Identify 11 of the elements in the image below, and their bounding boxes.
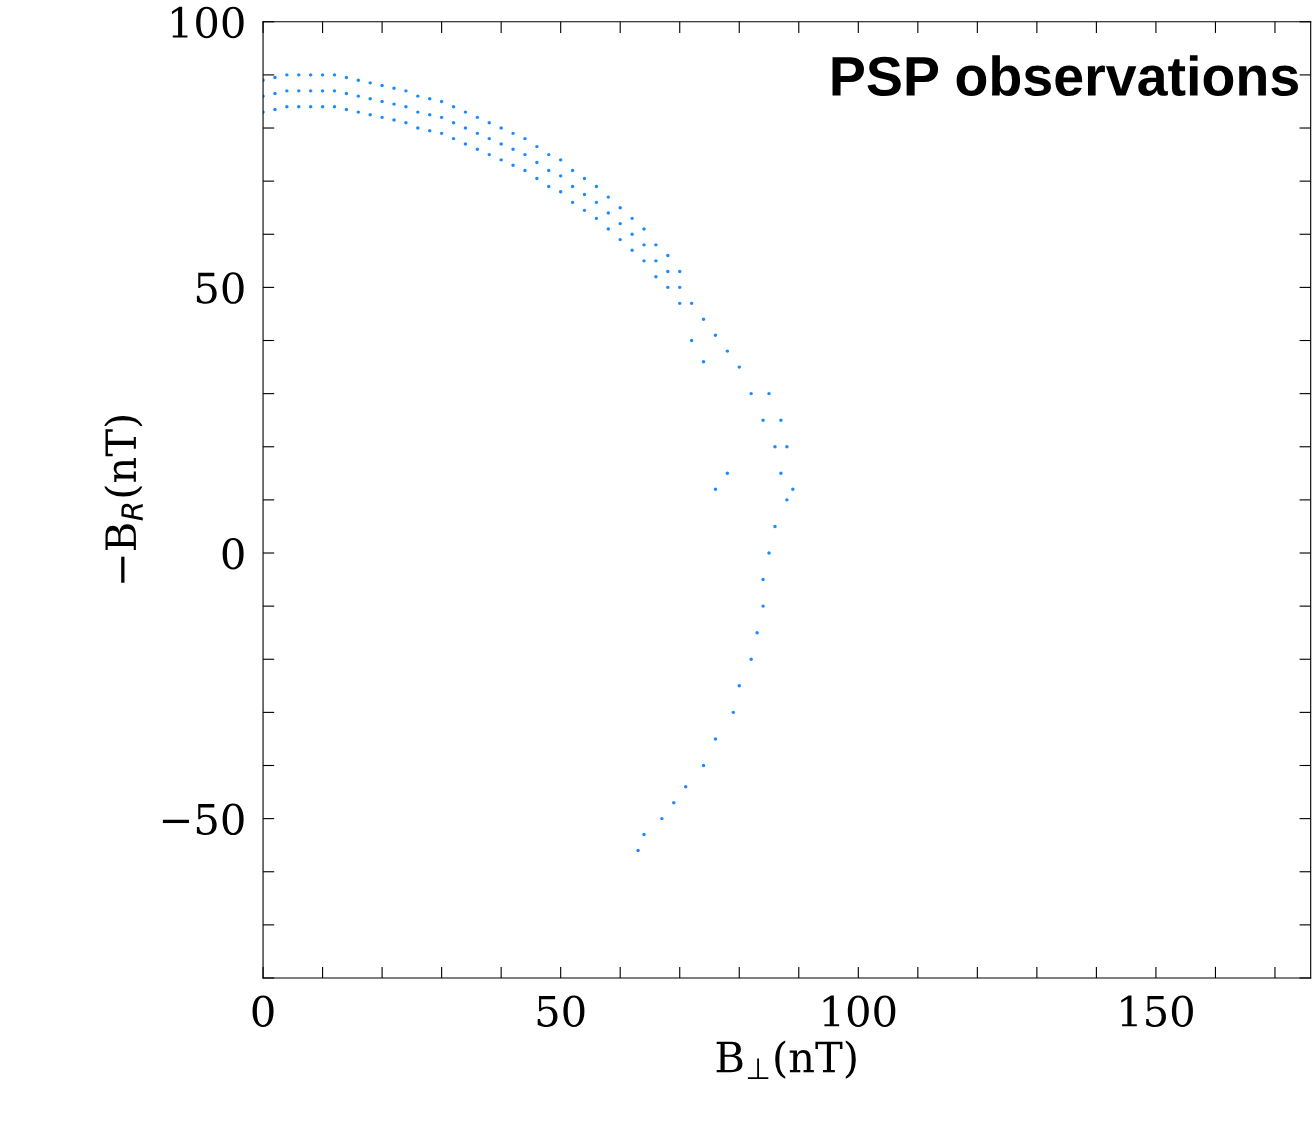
x-tick-label: 50 bbox=[537, 995, 585, 1027]
x-tick-label: 150 bbox=[1121, 995, 1193, 1027]
y-tick-label: 0 bbox=[222, 537, 244, 570]
x-tick-label: 100 bbox=[823, 995, 896, 1027]
y-axis-title: −B$_{R}$(nT) bbox=[104, 416, 143, 583]
annotation: PSP observations bbox=[832, 55, 1298, 97]
x-tick-label: 0 bbox=[252, 995, 274, 1027]
x-axis-title: B$_{⊥}$(nT) bbox=[716, 1040, 856, 1080]
y-tick-label: 50 bbox=[196, 272, 244, 304]
y-tick-label: −50 bbox=[162, 803, 244, 836]
y-tick-label: 100 bbox=[171, 6, 244, 39]
